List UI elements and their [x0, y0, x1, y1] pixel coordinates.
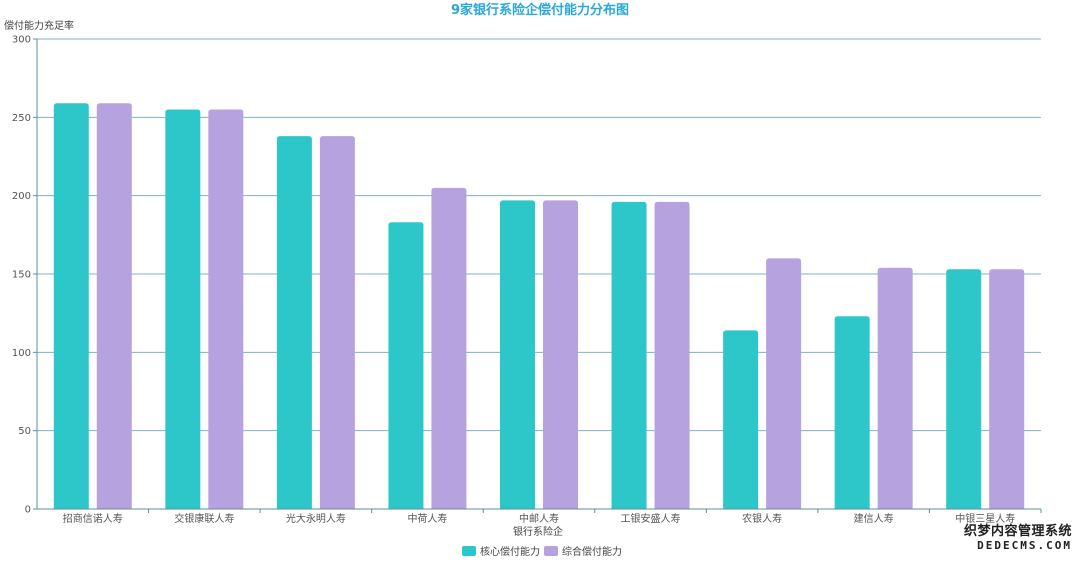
bar: [208, 109, 244, 509]
bar: [946, 269, 982, 509]
legend[interactable]: 核心偿付能力 综合偿付能力: [462, 545, 622, 558]
x-axis-ticks: 招商信诺人寿 交银康联人寿 光大永明人寿 中荷人寿 中邮人寿 工银安盛人寿 农银人寿 建信人寿…: [63, 509, 1042, 525]
bar: [834, 316, 870, 509]
bar: [388, 222, 424, 510]
watermark-domain: DEDECMS.COM: [977, 539, 1072, 552]
y-tick-label: 300: [12, 35, 31, 46]
bar: [319, 136, 355, 509]
x-tick-label: 交银康联人寿: [174, 512, 234, 525]
x-tick-label: 中荷人寿: [407, 512, 447, 525]
x-tick-label: 中邮人寿: [519, 512, 559, 525]
y-tick-label: 100: [12, 348, 31, 359]
x-tick-label: 农银人寿: [742, 512, 782, 525]
grid-lines: [37, 38, 1041, 432]
bar: [723, 330, 759, 509]
bar: [543, 200, 578, 509]
x-tick-label: 工银安盛人寿: [621, 512, 681, 525]
y-axis-ticks: 0 50 100 150 200 250 300: [12, 35, 37, 516]
bars: [53, 103, 1025, 510]
bar: [877, 267, 913, 509]
y-tick-label: 50: [18, 426, 31, 437]
bar: [53, 103, 89, 509]
y-tick-label: 250: [12, 113, 31, 124]
legend-item[interactable]: 核心偿付能力: [462, 545, 540, 558]
y-tick-label: 200: [12, 191, 31, 202]
x-tick-label: 招商信诺人寿: [63, 512, 123, 525]
legend-label: 综合偿付能力: [562, 545, 622, 558]
bar: [611, 201, 647, 509]
bar: [989, 269, 1025, 509]
bar: [766, 258, 802, 509]
legend-swatch: [544, 546, 558, 556]
watermark-text: 织梦内容管理系统: [963, 524, 1072, 539]
x-tick-label: 光大永明人寿: [286, 512, 346, 525]
x-axis-title: 银行系险企: [513, 525, 563, 538]
bar: [96, 103, 132, 509]
bar: [431, 187, 467, 510]
axes: [36, 39, 1041, 510]
bar: [500, 200, 535, 509]
y-tick-label: 0: [25, 505, 31, 516]
legend-item[interactable]: 综合偿付能力: [544, 545, 622, 558]
watermark: 织梦内容管理系统 DEDECMS.COM: [964, 520, 1072, 552]
y-axis-title: 偿付能力充足率: [4, 19, 74, 32]
chart-title: 9家银行系险企偿付能力分布图: [451, 2, 629, 18]
x-tick-label: 中银三星人寿: [955, 512, 1015, 525]
legend-label: 核心偿付能力: [480, 545, 540, 558]
bar: [276, 136, 312, 509]
bar: [654, 201, 690, 509]
legend-swatch: [462, 546, 476, 556]
bar: [165, 109, 201, 509]
x-tick-label: 建信人寿: [854, 512, 894, 525]
y-tick-label: 150: [12, 270, 31, 281]
